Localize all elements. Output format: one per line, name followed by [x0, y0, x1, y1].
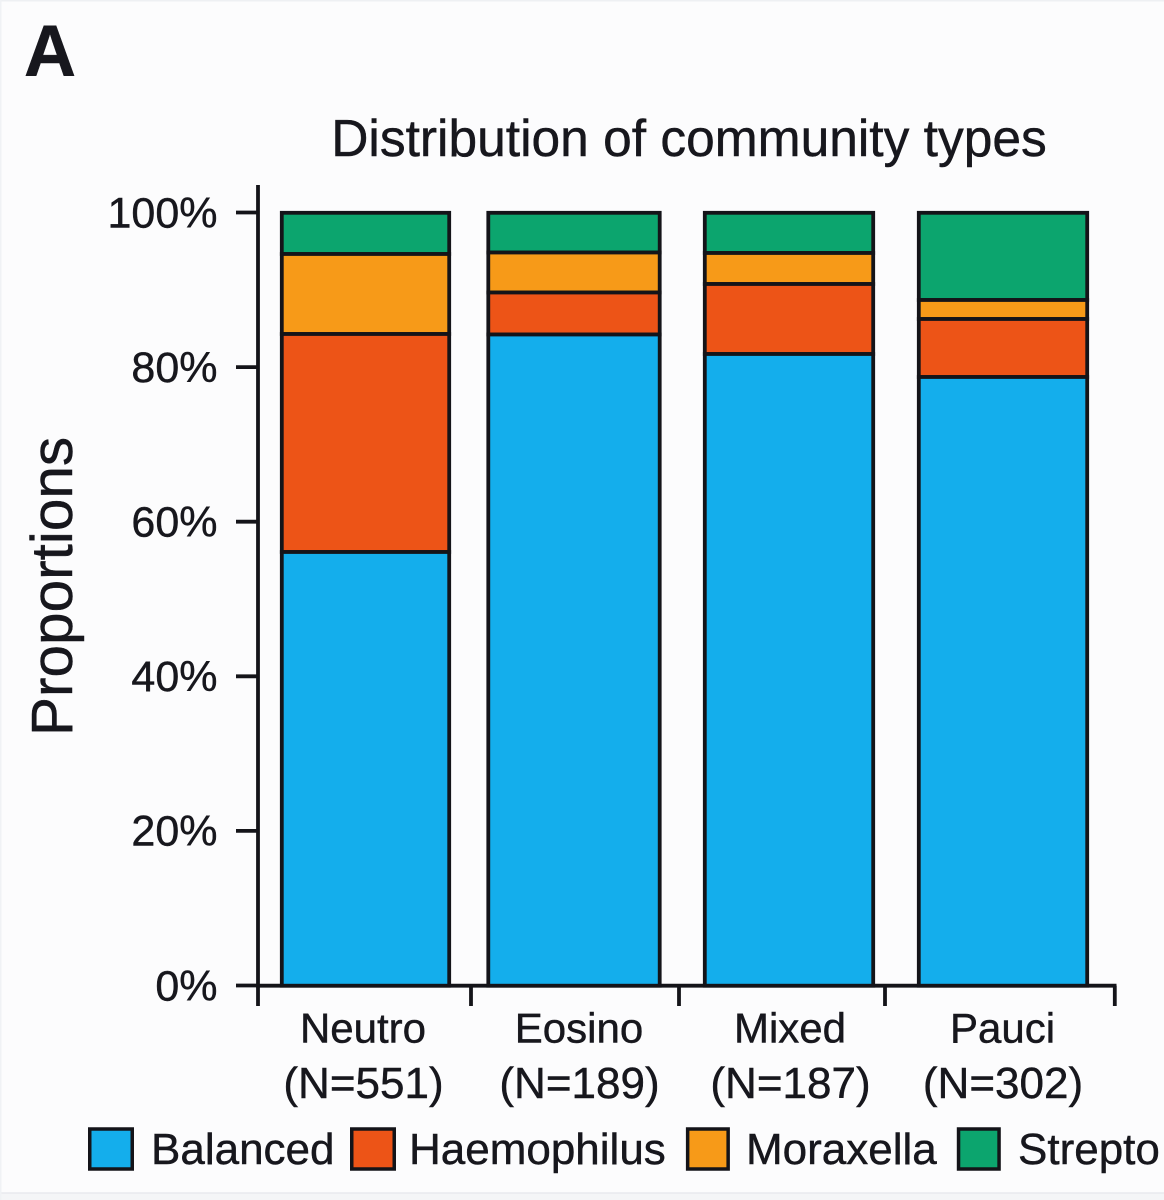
svg-text:Neutro: Neutro: [300, 1005, 426, 1052]
svg-text:(N=189): (N=189): [499, 1059, 659, 1108]
svg-text:40%: 40%: [131, 653, 217, 701]
svg-text:Proportions: Proportions: [20, 437, 85, 736]
svg-text:Distribution of community type: Distribution of community types: [331, 109, 1047, 167]
svg-text:80%: 80%: [131, 344, 217, 392]
svg-text:100%: 100%: [108, 189, 218, 237]
svg-text:Haemophilus: Haemophilus: [409, 1125, 666, 1174]
svg-text:(N=187): (N=187): [710, 1059, 870, 1108]
svg-text:Pauci: Pauci: [950, 1005, 1055, 1052]
svg-text:20%: 20%: [131, 808, 217, 856]
svg-text:60%: 60%: [131, 499, 217, 547]
svg-text:Balanced: Balanced: [151, 1125, 334, 1174]
svg-text:Eosino: Eosino: [515, 1005, 643, 1052]
svg-text:(N=302): (N=302): [923, 1059, 1083, 1108]
svg-text:Moraxella: Moraxella: [746, 1125, 937, 1174]
svg-text:(N=551): (N=551): [283, 1059, 443, 1108]
svg-text:0%: 0%: [155, 962, 217, 1010]
svg-text:Mixed: Mixed: [734, 1005, 846, 1052]
svg-text:Strepto: Strepto: [1018, 1125, 1160, 1174]
svg-text:A: A: [24, 12, 76, 92]
